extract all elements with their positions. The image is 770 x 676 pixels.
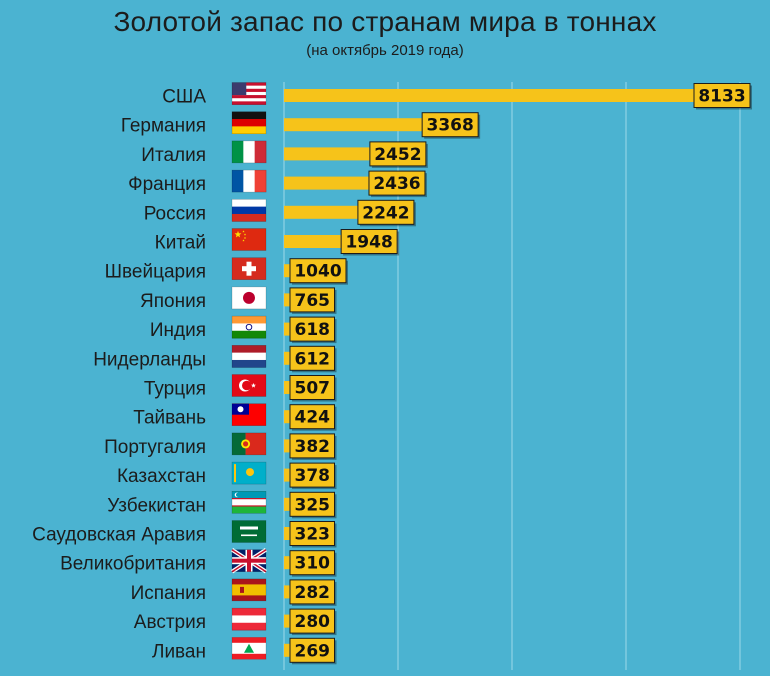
kazakhstan-flag-icon	[231, 461, 267, 485]
spain-flag-icon	[231, 578, 267, 602]
value-label-text: 2436	[373, 174, 420, 194]
saudi-arabia-flag-icon	[231, 520, 267, 543]
france-flag-icon	[231, 169, 267, 193]
switzerland-flag-icon	[231, 257, 267, 281]
value-label-text: 378	[295, 466, 331, 486]
value-label: 325	[289, 491, 337, 519]
value-label: 282	[289, 579, 337, 606]
value-label-text: 325	[295, 495, 331, 515]
austria-flag-icon	[231, 607, 267, 631]
country-label: Китай	[155, 233, 206, 254]
value-label: 2452	[369, 141, 428, 168]
value-label-text: 612	[295, 349, 331, 369]
value-label-text: 2452	[374, 145, 421, 165]
country-label: Россия	[144, 203, 206, 224]
value-label-text: 618	[295, 320, 331, 340]
bars	[284, 89, 748, 657]
italy-flag-icon	[231, 140, 267, 164]
country-label: Тайвань	[133, 408, 206, 429]
value-label: 280	[289, 608, 337, 636]
value-label: 310	[289, 550, 337, 577]
country-label: Япония	[140, 291, 206, 312]
country-label: Швейцария	[105, 262, 206, 283]
uk-flag-icon	[230, 548, 268, 574]
value-label-text: 282	[295, 583, 331, 603]
value-label: 1948	[340, 229, 400, 256]
value-label-text: 8133	[698, 87, 745, 107]
value-label: 8133	[693, 83, 752, 110]
us-flag-icon	[231, 82, 267, 105]
country-label: Франция	[128, 174, 206, 195]
value-label: 507	[289, 375, 337, 402]
country-label: Индия	[150, 320, 206, 341]
value-label-text: 507	[295, 379, 331, 399]
country-label: Германия	[121, 116, 206, 137]
country-labels: США Германия Италия Франция Россия Китай Швейц…	[32, 87, 206, 663]
value-label: 424	[289, 404, 337, 431]
value-label-text: 2242	[362, 203, 409, 223]
turkey-flag-icon	[231, 374, 267, 397]
value-label: 612	[289, 345, 337, 373]
lebanon-flag-icon	[231, 636, 267, 660]
taiwan-flag-icon	[231, 403, 267, 427]
uzbekistan-flag-icon	[231, 490, 267, 514]
country-label: Нидерланды	[93, 349, 206, 370]
grid-lines	[283, 82, 741, 670]
value-label-text: 323	[295, 525, 331, 545]
value-label: 382	[289, 433, 337, 460]
value-label-text: 310	[295, 554, 331, 574]
value-label-text: 280	[295, 612, 331, 632]
china-flag-icon	[231, 228, 267, 251]
value-label-text: 3368	[426, 116, 473, 136]
russia-flag-icon	[231, 199, 267, 222]
country-label: Турция	[144, 379, 206, 400]
netherlands-flag-icon	[231, 344, 267, 368]
country-label: Австрия	[134, 612, 206, 633]
country-label: Узбекистан	[107, 495, 206, 516]
country-label: США	[162, 87, 206, 108]
value-label-text: 269	[295, 641, 331, 661]
bar	[284, 89, 748, 102]
value-label-text: 1040	[294, 262, 341, 282]
india-flag-icon	[231, 315, 267, 339]
value-label-text: 765	[295, 291, 331, 311]
value-label: 378	[289, 462, 337, 490]
country-label: Казахстан	[117, 466, 206, 487]
value-label: 2436	[368, 170, 427, 198]
value-label: 765	[289, 287, 337, 314]
japan-flag-icon	[231, 286, 267, 310]
value-label: 269	[289, 637, 337, 665]
value-label: 323	[289, 521, 337, 548]
value-label: 1040	[289, 258, 348, 285]
value-label-text: 382	[295, 437, 331, 457]
country-label: Италия	[141, 145, 206, 166]
country-label: Испания	[131, 583, 206, 604]
value-label: 618	[289, 316, 337, 344]
chart-subtitle: (на октябрь 2019 года)	[306, 42, 464, 59]
chart-title: Золотой запас по странам мира в тоннах	[113, 6, 657, 37]
country-label: Саудовская Аравия	[32, 525, 206, 546]
value-label-text: 1948	[345, 233, 392, 253]
flags	[230, 82, 268, 660]
country-label: Ливан	[152, 641, 206, 662]
country-label: Великобритания	[60, 554, 206, 575]
value-label: 3368	[421, 112, 481, 139]
value-label-text: 424	[295, 408, 331, 428]
germany-flag-icon	[231, 111, 267, 134]
value-label: 2242	[357, 199, 416, 227]
country-label: Португалия	[104, 437, 206, 458]
portugal-flag-icon	[231, 432, 267, 456]
